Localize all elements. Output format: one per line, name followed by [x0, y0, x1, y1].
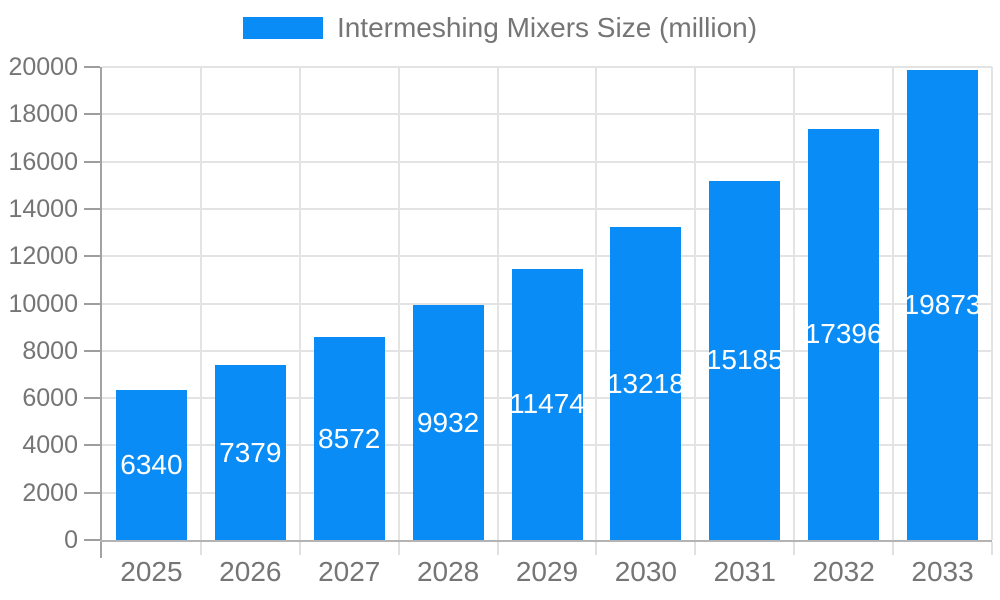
bar-value-label: 7379: [219, 436, 282, 468]
y-axis-tick-label: 2000: [22, 478, 78, 507]
y-axis-tick-label: 14000: [8, 194, 78, 223]
y-axis-tick: [84, 207, 100, 210]
y-gridline: [102, 66, 992, 68]
x-gridline: [199, 67, 202, 540]
y-axis-tick: [84, 302, 100, 305]
x-gridline: [694, 67, 697, 540]
y-axis-tick: [84, 113, 100, 116]
x-axis-tick-label: 2033: [911, 556, 974, 587]
bar[interactable]: [808, 128, 880, 540]
x-axis-tick: [991, 542, 993, 555]
y-axis-tick: [84, 160, 100, 163]
bar-value-label: 15185: [705, 344, 784, 376]
x-gridline: [496, 67, 499, 540]
bar-value-label: 9932: [416, 406, 480, 438]
x-gridline: [991, 67, 993, 540]
y-axis-tick: [84, 349, 100, 352]
x-axis-tick: [892, 542, 895, 555]
x-axis-tick-label: 2032: [812, 556, 875, 587]
bar-value-label: 11474: [509, 388, 585, 420]
bar[interactable]: [412, 305, 484, 540]
y-axis-tick-label: 4000: [22, 431, 78, 460]
x-gridline: [595, 67, 598, 540]
bar[interactable]: [709, 180, 781, 540]
x-axis-tick: [793, 542, 796, 555]
bar[interactable]: [511, 268, 583, 540]
x-axis-tick-label: 2030: [614, 556, 678, 587]
bar[interactable]: [610, 227, 682, 540]
x-axis-tick-label: 2025: [120, 556, 183, 587]
y-axis-tick: [84, 397, 100, 400]
x-axis-tick: [694, 542, 697, 555]
y-axis-tick: [84, 491, 100, 494]
y-gridline: [102, 255, 992, 258]
bar[interactable]: [907, 70, 979, 540]
x-gridline: [397, 67, 400, 540]
x-axis-tick: [298, 542, 301, 555]
y-axis-tick-label: 20000: [8, 53, 78, 81]
legend-color-swatch: [242, 17, 323, 39]
x-axis-tick: [397, 542, 400, 555]
bar-value-label: 17396: [804, 318, 883, 350]
y-axis-tick-label: 10000: [8, 289, 78, 318]
x-gridline: [298, 67, 301, 540]
bar-value-label: 6340: [120, 449, 183, 481]
y-axis-tick-label: 6000: [22, 384, 78, 413]
x-axis-tick-label: 2026: [219, 556, 282, 587]
y-axis-tick: [84, 66, 100, 68]
legend-series-label: Intermeshing Mixers Size (million): [336, 12, 758, 43]
bar-value-label: 19873: [903, 289, 982, 320]
chart-legend[interactable]: Intermeshing Mixers Size (million): [0, 12, 1000, 44]
y-axis-tick-label: 0: [64, 526, 78, 554]
bar[interactable]: [313, 337, 385, 540]
x-axis-tick-label: 2031: [713, 556, 776, 587]
y-gridline: [102, 207, 992, 210]
y-axis-tick-label: 12000: [8, 242, 78, 271]
x-axis-tick-label: 2028: [416, 556, 480, 587]
y-axis-tick: [84, 255, 100, 258]
x-axis-tick: [199, 542, 202, 555]
y-axis-tick: [84, 539, 100, 541]
x-axis-tick-label: 2029: [515, 556, 579, 587]
x-gridline: [793, 67, 796, 540]
y-gridline: [102, 160, 992, 163]
x-axis-tick: [496, 542, 499, 555]
y-axis-tick-label: 8000: [22, 336, 78, 365]
y-axis-tick-label: 16000: [8, 147, 78, 176]
x-gridline: [892, 67, 895, 540]
bar-value-label: 13218: [606, 367, 685, 399]
x-axis-line: [100, 540, 992, 542]
y-axis-tick: [84, 444, 100, 447]
y-gridline: [102, 113, 992, 116]
x-axis-tick: [595, 542, 598, 555]
bar[interactable]: [214, 365, 286, 540]
y-axis-tick-label: 18000: [8, 100, 78, 129]
bar-value-label: 8572: [318, 422, 381, 454]
x-axis-tick-label: 2027: [318, 556, 381, 587]
bar[interactable]: [115, 390, 187, 540]
y-axis-line: [100, 67, 102, 558]
